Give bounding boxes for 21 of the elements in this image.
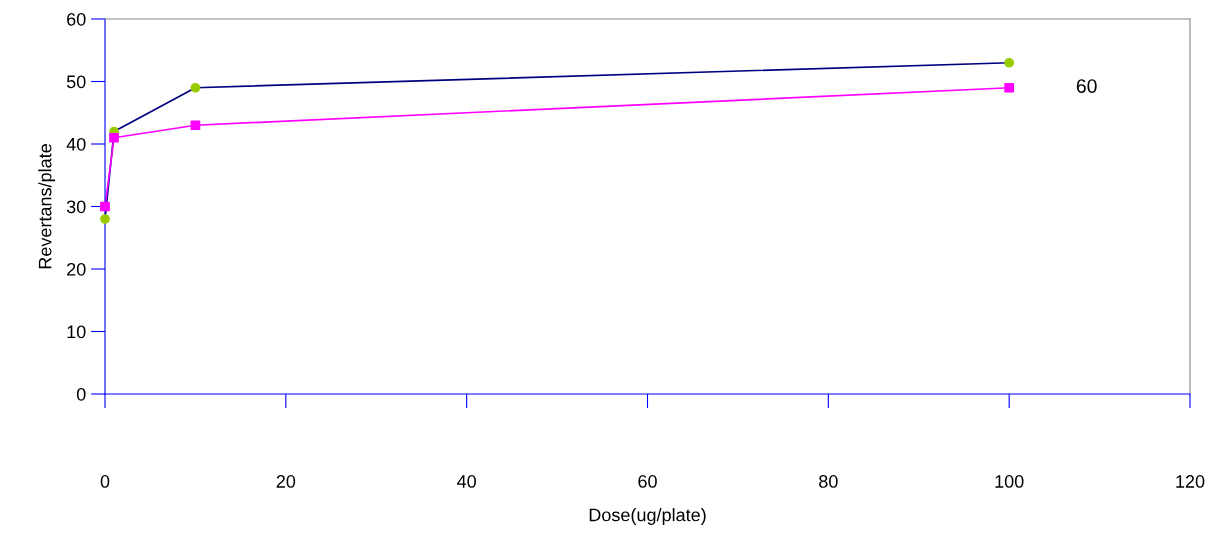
x-tick-label: 100 [995,475,1024,488]
x-tick-label: 60 [638,475,657,488]
y-tick-label: 10 [67,325,86,339]
x-tick-label: 20 [276,475,296,488]
y-tick-label: 30 [66,200,86,214]
y-tick-label: 60 [67,12,86,26]
y-axis-title: Revertans/plate [38,144,56,269]
y-tick-label: 0 [76,387,86,401]
point [1004,82,1015,93]
y-tick-label: 50 [66,75,86,89]
point [109,132,119,143]
point [190,120,201,131]
x-tick-label: 40 [457,475,476,488]
y-tick-label: 20 [67,262,86,276]
x-tick-label: 0 [100,475,110,488]
x-tick-label: 80 [819,475,838,488]
y-tick-label: 40 [66,137,86,151]
point [100,201,110,212]
x-tick-label: 120 [1176,475,1205,488]
text: 60 [1076,79,1097,93]
x-axis-title: Dose(ug/plate) [589,508,706,525]
